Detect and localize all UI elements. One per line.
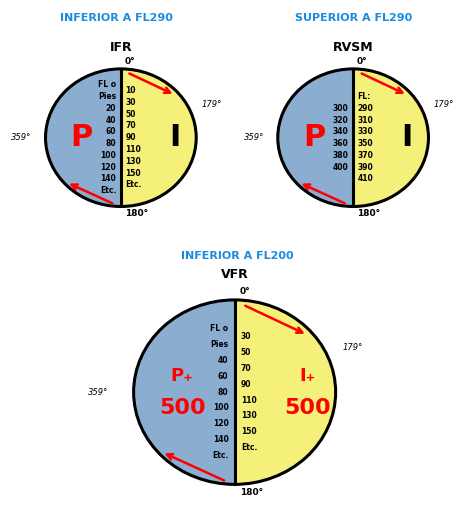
Text: VFR: VFR xyxy=(221,268,248,281)
Text: INFERIOR A FL290: INFERIOR A FL290 xyxy=(60,13,173,23)
Text: 400: 400 xyxy=(333,163,348,172)
Text: 500: 500 xyxy=(284,398,331,418)
Text: 500: 500 xyxy=(159,398,205,418)
Text: 10: 10 xyxy=(126,86,136,95)
Text: 370: 370 xyxy=(358,151,374,160)
Text: Etc.: Etc. xyxy=(126,180,142,189)
Text: 0°: 0° xyxy=(125,57,136,66)
Text: 390: 390 xyxy=(358,163,374,172)
Text: FL o: FL o xyxy=(98,80,116,89)
Text: 70: 70 xyxy=(126,121,136,130)
Text: 179°: 179° xyxy=(343,343,363,353)
Text: 290: 290 xyxy=(358,104,374,113)
Text: 60: 60 xyxy=(218,372,228,381)
Text: 130: 130 xyxy=(126,157,141,166)
Ellipse shape xyxy=(46,69,196,206)
Text: 90: 90 xyxy=(241,380,251,389)
Text: I₊: I₊ xyxy=(299,368,316,385)
Text: 70: 70 xyxy=(241,364,251,373)
Text: 80: 80 xyxy=(106,139,116,148)
Text: 359°: 359° xyxy=(244,133,264,142)
Text: 180°: 180° xyxy=(357,209,380,218)
Text: 150: 150 xyxy=(126,169,141,177)
Polygon shape xyxy=(278,69,353,206)
Polygon shape xyxy=(46,69,121,206)
Text: 179°: 179° xyxy=(201,100,222,109)
Text: 180°: 180° xyxy=(240,488,263,497)
Text: SUPERIOR A FL290: SUPERIOR A FL290 xyxy=(294,13,412,23)
Polygon shape xyxy=(134,300,235,484)
Text: 90: 90 xyxy=(126,133,136,142)
Text: INFERIOR A FL200: INFERIOR A FL200 xyxy=(181,251,293,261)
Text: 80: 80 xyxy=(218,388,228,397)
Ellipse shape xyxy=(278,69,428,206)
Text: 359°: 359° xyxy=(88,388,109,397)
Text: 359°: 359° xyxy=(11,133,32,142)
Text: 330: 330 xyxy=(358,127,374,136)
Text: 340: 340 xyxy=(333,127,348,136)
Text: 100: 100 xyxy=(213,403,228,413)
Text: FL:: FL: xyxy=(358,92,371,101)
Text: 360: 360 xyxy=(333,139,348,148)
Text: 310: 310 xyxy=(358,115,374,125)
Text: 60: 60 xyxy=(106,127,116,136)
Text: 30: 30 xyxy=(126,98,136,107)
Text: 130: 130 xyxy=(241,412,256,420)
Text: P: P xyxy=(303,123,325,152)
Text: FL o: FL o xyxy=(210,324,228,333)
Text: 150: 150 xyxy=(241,427,256,436)
Text: 110: 110 xyxy=(126,145,141,154)
Text: Etc.: Etc. xyxy=(100,186,116,195)
Text: Pies: Pies xyxy=(98,92,116,101)
Text: IFR: IFR xyxy=(109,41,132,54)
Text: 179°: 179° xyxy=(434,100,454,109)
Text: 20: 20 xyxy=(106,104,116,113)
Text: 50: 50 xyxy=(126,110,136,118)
Text: 30: 30 xyxy=(241,332,251,341)
Text: P₊: P₊ xyxy=(171,368,193,385)
Text: P: P xyxy=(71,123,93,152)
Text: 300: 300 xyxy=(333,104,348,113)
Text: 100: 100 xyxy=(100,151,116,160)
Text: 40: 40 xyxy=(218,356,228,365)
Text: 410: 410 xyxy=(358,174,374,184)
Text: 120: 120 xyxy=(100,163,116,172)
Text: 50: 50 xyxy=(241,348,251,357)
Text: 180°: 180° xyxy=(125,209,148,218)
Text: Pies: Pies xyxy=(210,340,228,349)
Text: Etc.: Etc. xyxy=(212,451,228,460)
Text: 0°: 0° xyxy=(240,287,251,296)
Ellipse shape xyxy=(134,300,336,484)
Text: 0°: 0° xyxy=(357,57,368,66)
Text: I: I xyxy=(169,123,181,152)
Text: I: I xyxy=(401,123,413,152)
Text: 40: 40 xyxy=(106,115,116,125)
Text: 350: 350 xyxy=(358,139,374,148)
Text: 120: 120 xyxy=(213,419,228,428)
Text: 140: 140 xyxy=(213,435,228,444)
Text: Etc.: Etc. xyxy=(241,443,257,452)
Text: 140: 140 xyxy=(100,174,116,184)
Text: 320: 320 xyxy=(333,115,348,125)
Text: 380: 380 xyxy=(333,151,348,160)
Text: RVSM: RVSM xyxy=(333,41,374,54)
Text: 110: 110 xyxy=(241,396,256,404)
